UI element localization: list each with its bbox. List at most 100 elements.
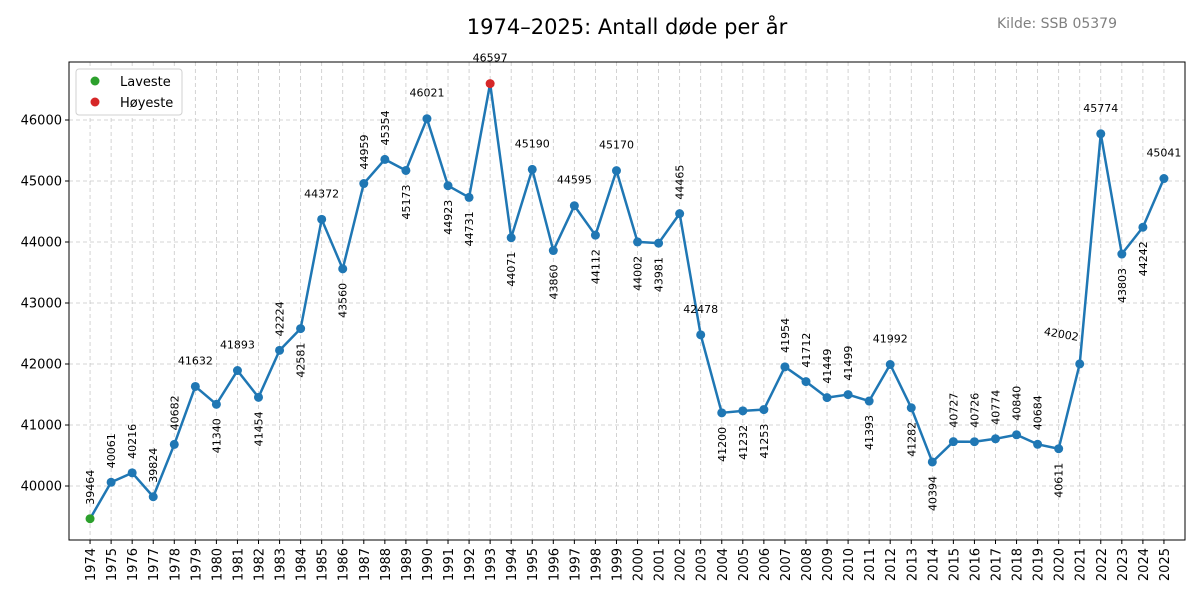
data-label: 39824 bbox=[147, 448, 160, 483]
data-label: 41232 bbox=[737, 425, 750, 460]
x-tick-label: 1978 bbox=[168, 548, 183, 581]
data-label: 43981 bbox=[653, 257, 666, 292]
source-note: Kilde: SSB 05379 bbox=[997, 16, 1117, 32]
data-label: 45774 bbox=[1083, 102, 1118, 115]
data-point bbox=[801, 377, 811, 387]
x-tick-label: 1985 bbox=[316, 548, 331, 581]
data-point bbox=[380, 154, 390, 164]
data-label: 44372 bbox=[304, 187, 339, 200]
data-label: 46021 bbox=[409, 87, 444, 100]
data-point bbox=[211, 399, 221, 409]
data-point bbox=[254, 392, 264, 402]
x-tick-label: 2021 bbox=[1074, 548, 1089, 581]
data-point bbox=[906, 403, 916, 413]
y-tick-label: 43000 bbox=[21, 297, 62, 312]
data-point bbox=[590, 230, 600, 240]
x-tick-label: 1995 bbox=[526, 548, 541, 581]
data-point bbox=[548, 246, 558, 256]
x-tick-label: 1976 bbox=[126, 548, 141, 581]
data-label: 39464 bbox=[84, 470, 97, 505]
x-tick-label: 1988 bbox=[379, 548, 394, 581]
x-tick-label: 1994 bbox=[505, 548, 520, 581]
data-label: 41992 bbox=[873, 333, 908, 346]
x-tick-label: 1992 bbox=[463, 548, 478, 581]
data-point bbox=[675, 209, 685, 219]
x-tick-label: 2011 bbox=[863, 548, 878, 581]
x-tick-label: 1975 bbox=[105, 548, 120, 581]
data-point bbox=[1096, 129, 1106, 139]
data-point bbox=[569, 201, 579, 211]
x-tick-label: 2010 bbox=[842, 548, 857, 581]
data-label: 41393 bbox=[863, 415, 876, 450]
x-tick-label: 2012 bbox=[884, 548, 899, 581]
x-tick-label: 1989 bbox=[400, 548, 415, 581]
x-tick-label: 2008 bbox=[800, 548, 815, 581]
data-label: 40394 bbox=[926, 476, 939, 511]
data-point bbox=[190, 381, 200, 391]
data-label: 44595 bbox=[557, 174, 592, 187]
data-label: 41282 bbox=[905, 422, 918, 457]
data-point bbox=[359, 179, 369, 189]
chart-title: 1974–2025: Antall døde per år bbox=[467, 14, 788, 39]
y-tick-label: 44000 bbox=[21, 236, 62, 251]
x-tick-label: 1999 bbox=[610, 548, 625, 581]
series-line bbox=[88, 82, 1166, 520]
data-point bbox=[717, 408, 727, 418]
data-point bbox=[317, 214, 327, 224]
highest-point bbox=[485, 79, 495, 89]
data-label: 41449 bbox=[821, 349, 834, 384]
data-label: 40727 bbox=[947, 393, 960, 428]
data-point bbox=[633, 237, 643, 247]
data-point bbox=[1012, 430, 1022, 440]
x-tick-label: 1984 bbox=[295, 548, 310, 581]
data-label: 44071 bbox=[505, 252, 518, 287]
y-tick-label: 40000 bbox=[21, 480, 62, 495]
data-label: 41954 bbox=[779, 318, 792, 353]
data-point bbox=[1075, 359, 1085, 369]
data-label: 44959 bbox=[358, 135, 371, 170]
data-label: 40611 bbox=[1053, 463, 1066, 498]
x-tick-label: 2006 bbox=[758, 548, 773, 581]
x-tick-label: 2014 bbox=[926, 548, 941, 581]
data-point bbox=[780, 362, 790, 372]
data-label: 41893 bbox=[220, 339, 255, 352]
x-tick-label: 1987 bbox=[358, 548, 373, 581]
data-label: 41253 bbox=[758, 424, 771, 459]
data-point bbox=[464, 192, 474, 202]
x-tick-label: 1998 bbox=[589, 548, 604, 581]
data-label: 43803 bbox=[1116, 268, 1129, 303]
data-point bbox=[738, 406, 748, 416]
data-label: 44731 bbox=[463, 211, 476, 246]
data-label: 45173 bbox=[400, 184, 413, 219]
y-tick-label: 46000 bbox=[21, 114, 62, 129]
data-label: 44242 bbox=[1137, 241, 1150, 276]
data-point bbox=[1054, 444, 1064, 454]
x-tick-label: 1991 bbox=[442, 548, 457, 581]
data-label: 44112 bbox=[589, 249, 602, 284]
data-point bbox=[527, 164, 537, 174]
plot-frame bbox=[68, 61, 1186, 541]
x-tick-label: 1993 bbox=[484, 548, 499, 581]
data-point bbox=[927, 457, 937, 467]
legend-label: Høyeste bbox=[120, 96, 173, 111]
y-tick-label: 42000 bbox=[21, 358, 62, 373]
data-point bbox=[654, 238, 664, 248]
x-tick-label: 2016 bbox=[968, 548, 983, 581]
data-point bbox=[611, 166, 621, 176]
x-tick-label: 1997 bbox=[568, 548, 583, 581]
legend-marker bbox=[90, 97, 100, 107]
data-label: 41499 bbox=[842, 346, 855, 381]
x-tick-label: 1981 bbox=[231, 548, 246, 581]
data-point bbox=[1138, 222, 1148, 232]
data-label: 43860 bbox=[547, 265, 560, 300]
data-label: 42478 bbox=[683, 303, 718, 316]
data-point bbox=[106, 477, 116, 487]
data-point bbox=[696, 330, 706, 340]
data-label: 41200 bbox=[716, 427, 729, 462]
data-label: 44923 bbox=[442, 200, 455, 235]
data-point bbox=[401, 165, 411, 175]
data-label: 42581 bbox=[295, 343, 308, 378]
data-label: 40682 bbox=[168, 395, 181, 430]
data-point bbox=[275, 345, 285, 355]
